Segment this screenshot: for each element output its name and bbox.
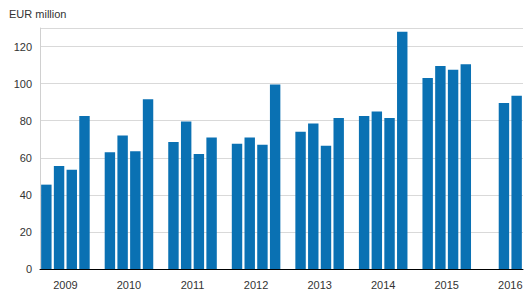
svg-text:60: 60 [20,152,32,164]
svg-text:2013: 2013 [307,279,331,291]
svg-text:EUR million: EUR million [9,8,66,20]
svg-text:0: 0 [26,263,32,275]
svg-text:2012: 2012 [244,279,268,291]
svg-text:2015: 2015 [434,279,458,291]
svg-text:2009: 2009 [53,279,77,291]
svg-text:2014: 2014 [371,279,395,291]
svg-text:120: 120 [14,41,32,53]
svg-text:40: 40 [20,189,32,201]
svg-text:100: 100 [14,78,32,90]
svg-text:2010: 2010 [117,279,141,291]
svg-text:2011: 2011 [181,279,205,291]
svg-text:2016: 2016 [498,279,522,291]
svg-text:20: 20 [20,226,32,238]
svg-text:80: 80 [20,115,32,127]
